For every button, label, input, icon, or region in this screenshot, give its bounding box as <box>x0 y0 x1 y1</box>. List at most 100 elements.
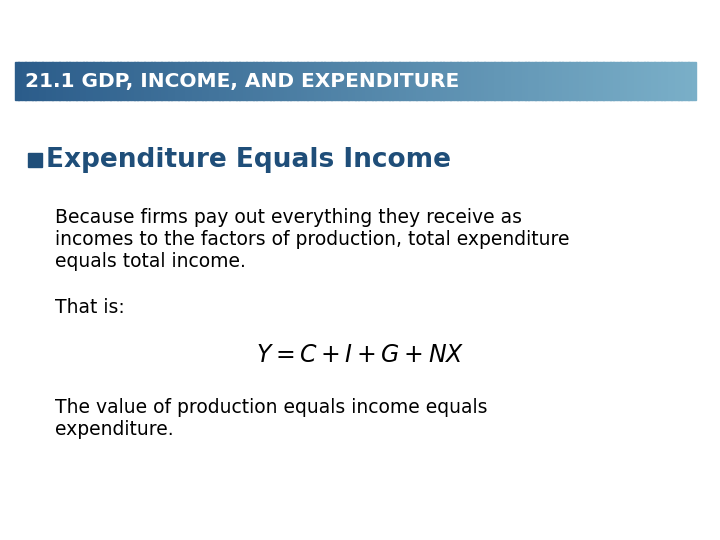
Bar <box>301 62 305 100</box>
Bar <box>226 62 230 100</box>
Bar <box>508 62 512 100</box>
Bar <box>467 62 471 100</box>
Bar <box>80 62 84 100</box>
Bar <box>661 62 665 100</box>
Bar <box>474 62 478 100</box>
Bar <box>165 62 168 100</box>
Bar <box>521 62 526 100</box>
Bar <box>634 62 638 100</box>
Bar <box>311 62 315 100</box>
Bar <box>681 62 685 100</box>
Bar <box>498 62 502 100</box>
Bar <box>202 62 206 100</box>
Bar <box>477 62 481 100</box>
Text: Expenditure Equals Income: Expenditure Equals Income <box>46 147 451 173</box>
Bar <box>440 62 444 100</box>
Bar <box>246 62 250 100</box>
Bar <box>454 62 457 100</box>
Bar <box>444 62 447 100</box>
Bar <box>359 62 362 100</box>
Bar <box>423 62 427 100</box>
Bar <box>450 62 454 100</box>
Bar <box>63 62 66 100</box>
Bar <box>392 62 396 100</box>
Bar <box>39 62 42 100</box>
Bar <box>195 62 199 100</box>
Bar <box>413 62 417 100</box>
Bar <box>192 62 196 100</box>
Bar <box>593 62 597 100</box>
Bar <box>114 62 117 100</box>
Bar <box>671 62 675 100</box>
Bar <box>25 62 29 100</box>
Bar <box>600 62 603 100</box>
Bar <box>562 62 567 100</box>
Bar <box>110 62 114 100</box>
Bar <box>42 62 46 100</box>
Bar <box>256 62 261 100</box>
Bar <box>647 62 652 100</box>
Bar <box>154 62 158 100</box>
Bar <box>212 62 216 100</box>
Bar <box>637 62 641 100</box>
Bar <box>325 62 328 100</box>
Bar <box>250 62 253 100</box>
Bar <box>603 62 607 100</box>
Bar <box>253 62 257 100</box>
Bar <box>141 62 145 100</box>
Bar <box>382 62 386 100</box>
Bar <box>341 62 346 100</box>
Bar <box>631 62 634 100</box>
Bar <box>457 62 461 100</box>
Bar <box>93 62 97 100</box>
Bar <box>45 62 50 100</box>
Bar <box>610 62 614 100</box>
Bar <box>345 62 348 100</box>
Bar <box>66 62 70 100</box>
Bar <box>134 62 138 100</box>
Bar <box>481 62 485 100</box>
Bar <box>685 62 689 100</box>
Bar <box>215 62 220 100</box>
Bar <box>460 62 464 100</box>
Bar <box>426 62 431 100</box>
Bar <box>596 62 600 100</box>
Text: The value of production equals income equals: The value of production equals income eq… <box>55 398 487 417</box>
Bar <box>651 62 654 100</box>
Bar <box>243 62 247 100</box>
Bar <box>389 62 393 100</box>
Bar <box>617 62 621 100</box>
Bar <box>56 62 60 100</box>
Bar <box>410 62 413 100</box>
Text: expenditure.: expenditure. <box>55 420 174 439</box>
Text: incomes to the factors of production, total expenditure: incomes to the factors of production, to… <box>55 230 570 249</box>
Bar <box>430 62 433 100</box>
Bar <box>96 62 101 100</box>
Text: That is:: That is: <box>55 298 125 317</box>
Bar <box>270 62 274 100</box>
Bar <box>518 62 522 100</box>
Bar <box>484 62 488 100</box>
Bar <box>100 62 104 100</box>
Bar <box>307 62 311 100</box>
Bar <box>338 62 342 100</box>
Bar <box>280 62 284 100</box>
Bar <box>678 62 682 100</box>
Bar <box>266 62 271 100</box>
Bar <box>532 62 536 100</box>
Bar <box>644 62 648 100</box>
Bar <box>107 62 111 100</box>
Bar <box>331 62 335 100</box>
Text: equals total income.: equals total income. <box>55 252 246 271</box>
Bar <box>528 62 532 100</box>
Bar <box>668 62 672 100</box>
Bar <box>487 62 492 100</box>
Bar <box>276 62 281 100</box>
Bar <box>318 62 322 100</box>
Bar <box>539 62 542 100</box>
Bar <box>205 62 210 100</box>
Bar <box>148 62 151 100</box>
Bar <box>495 62 498 100</box>
Bar <box>525 62 529 100</box>
Bar <box>546 62 549 100</box>
